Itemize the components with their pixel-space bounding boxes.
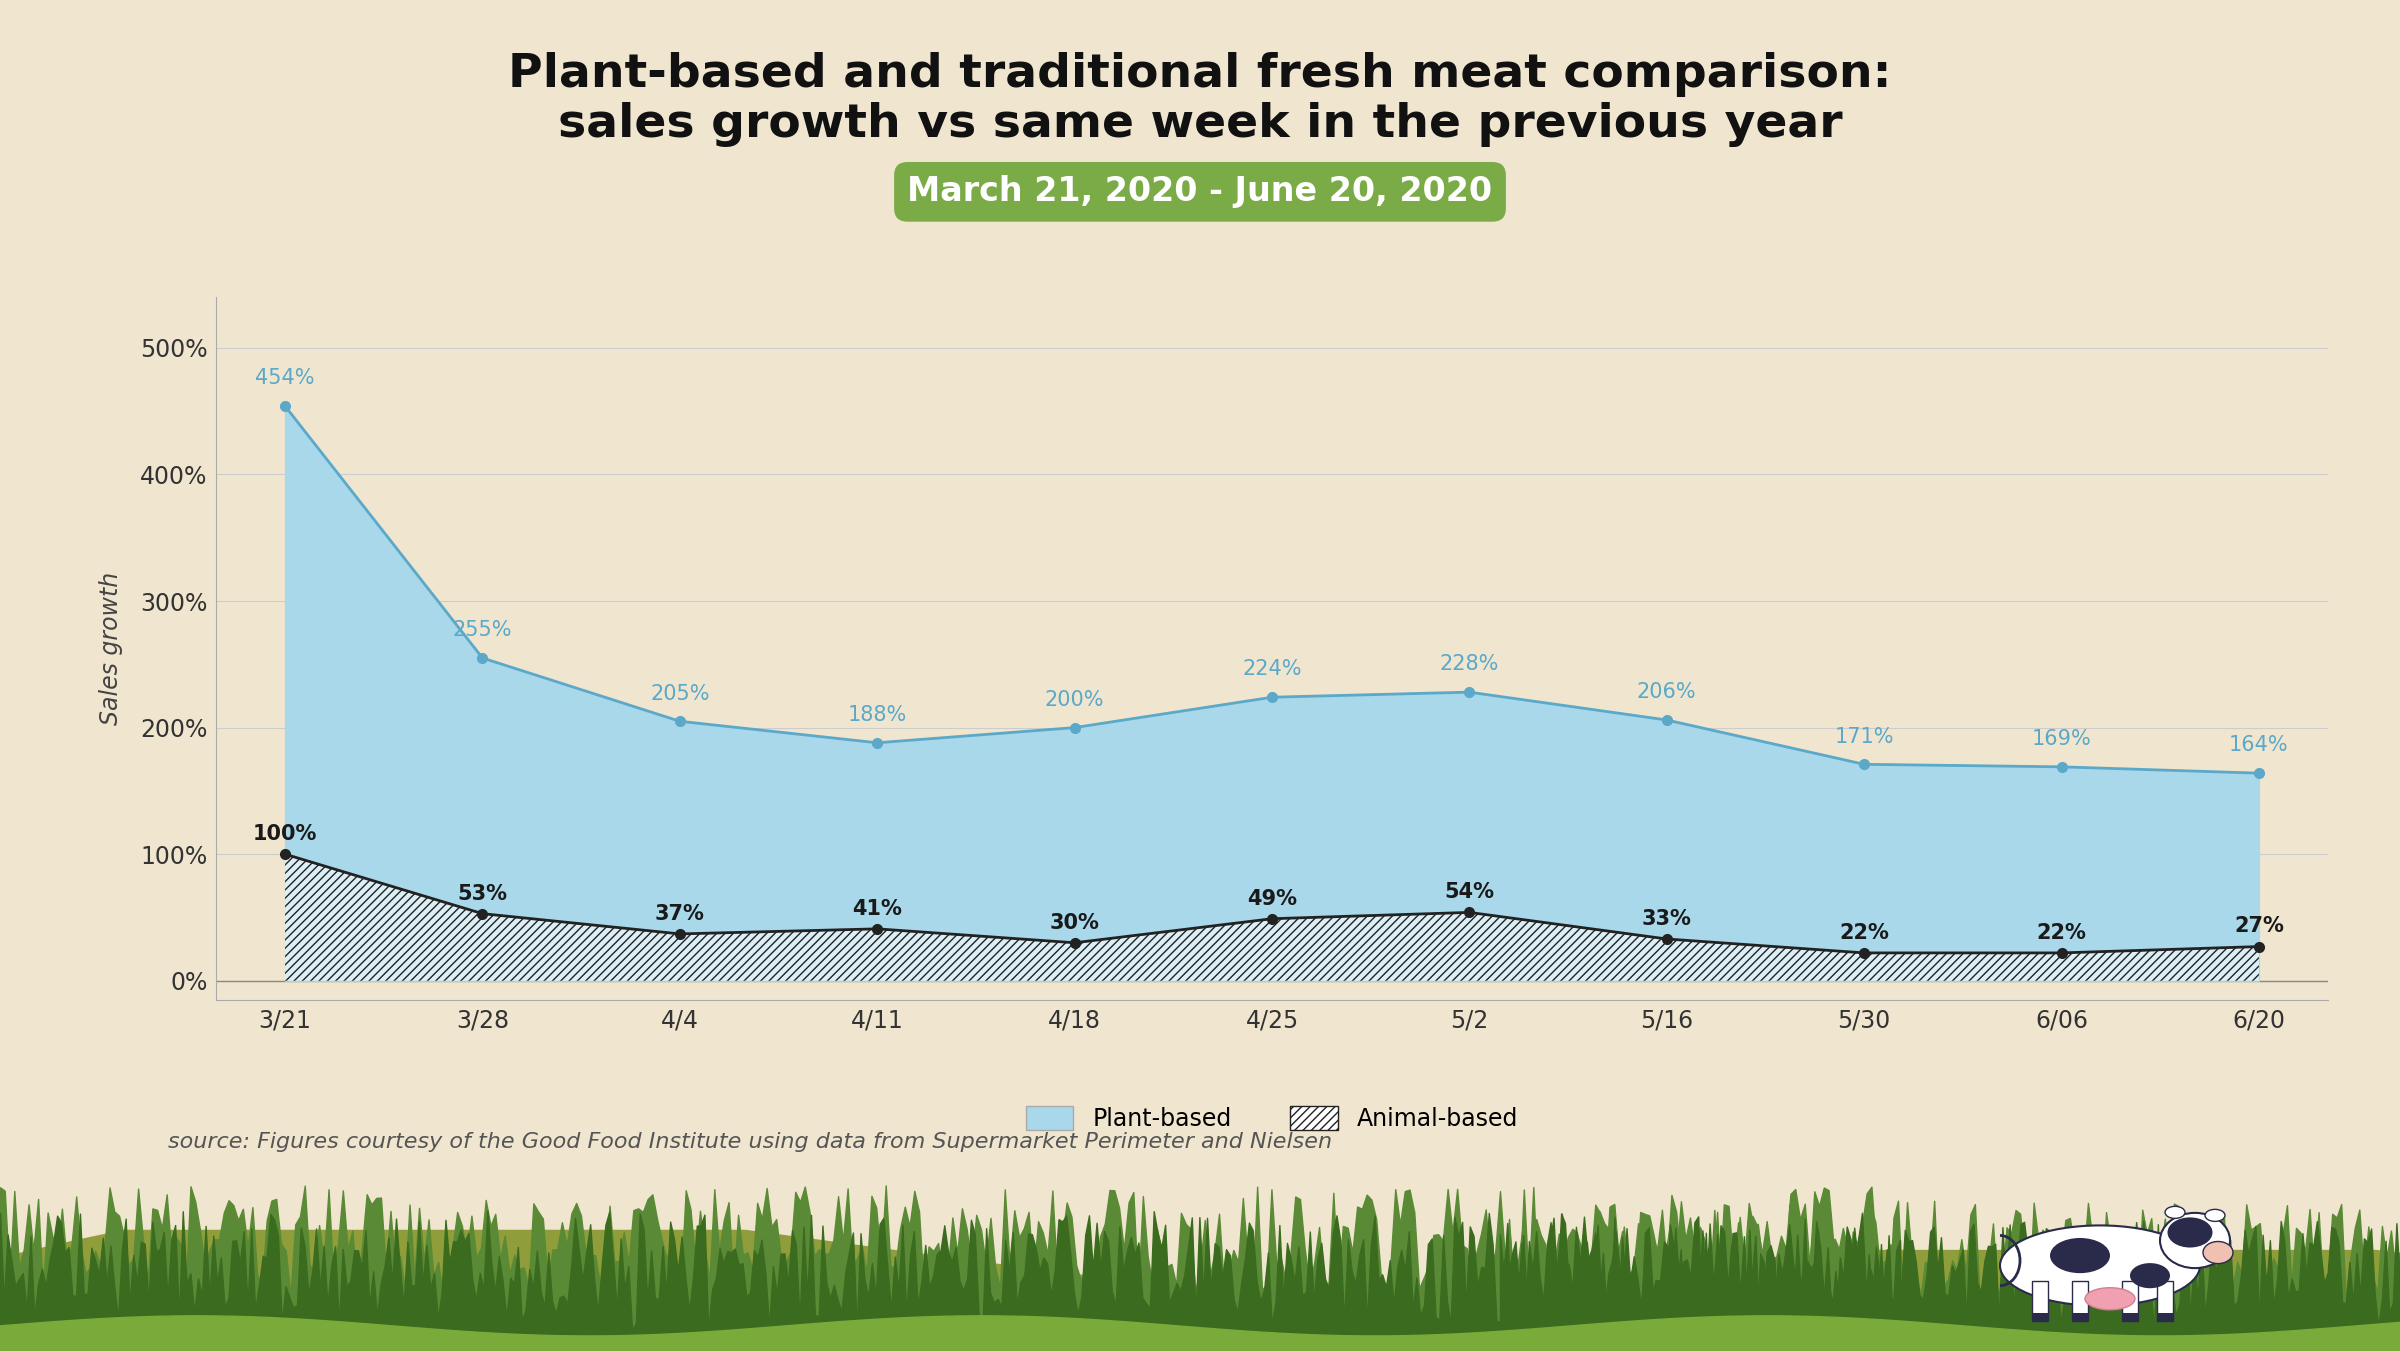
Bar xyxy=(2158,1281,2172,1321)
Text: 169%: 169% xyxy=(2033,730,2090,748)
Ellipse shape xyxy=(2203,1242,2232,1263)
Ellipse shape xyxy=(2160,1213,2230,1269)
Ellipse shape xyxy=(2165,1206,2184,1219)
Text: 171%: 171% xyxy=(1834,727,1894,747)
Bar xyxy=(2158,1313,2172,1321)
Text: source: Figures courtesy of the Good Food Institute using data from Supermarket : source: Figures courtesy of the Good Foo… xyxy=(168,1132,1332,1151)
Text: Plant-based and traditional fresh meat comparison:: Plant-based and traditional fresh meat c… xyxy=(509,51,1891,97)
Text: 22%: 22% xyxy=(1838,923,1889,943)
Text: 53%: 53% xyxy=(458,884,506,904)
Text: 41%: 41% xyxy=(852,898,902,919)
Text: 188%: 188% xyxy=(847,705,907,725)
Bar xyxy=(2071,1281,2088,1321)
Text: 206%: 206% xyxy=(1637,682,1697,703)
Bar xyxy=(2122,1313,2138,1321)
Ellipse shape xyxy=(2167,1217,2213,1247)
Ellipse shape xyxy=(1999,1225,2201,1306)
Bar xyxy=(2122,1281,2138,1321)
Text: 100%: 100% xyxy=(252,824,317,844)
Text: 37%: 37% xyxy=(655,904,706,924)
Text: 200%: 200% xyxy=(1044,690,1104,709)
Text: sales growth vs same week in the previous year: sales growth vs same week in the previou… xyxy=(557,101,1843,147)
Text: 164%: 164% xyxy=(2230,735,2290,755)
Text: 228%: 228% xyxy=(1440,654,1500,674)
Bar xyxy=(2033,1281,2047,1321)
Y-axis label: Sales growth: Sales growth xyxy=(98,571,122,725)
Text: 49%: 49% xyxy=(1248,889,1296,909)
Text: 224%: 224% xyxy=(1243,659,1301,680)
Ellipse shape xyxy=(2050,1238,2110,1273)
Text: 22%: 22% xyxy=(2038,923,2086,943)
Ellipse shape xyxy=(2131,1263,2170,1289)
Bar xyxy=(2071,1313,2088,1321)
Text: 54%: 54% xyxy=(1445,882,1495,902)
Text: 255%: 255% xyxy=(454,620,511,640)
Text: 33%: 33% xyxy=(1642,909,1692,929)
Ellipse shape xyxy=(2086,1288,2136,1310)
Text: 454%: 454% xyxy=(254,369,314,388)
Legend: Plant-based, Animal-based: Plant-based, Animal-based xyxy=(1015,1094,1529,1143)
Text: 27%: 27% xyxy=(2234,916,2285,936)
Text: 30%: 30% xyxy=(1049,913,1099,932)
Text: March 21, 2020 - June 20, 2020: March 21, 2020 - June 20, 2020 xyxy=(907,176,1493,208)
Bar xyxy=(2033,1313,2047,1321)
Ellipse shape xyxy=(2206,1209,2225,1221)
Text: 205%: 205% xyxy=(650,684,710,704)
